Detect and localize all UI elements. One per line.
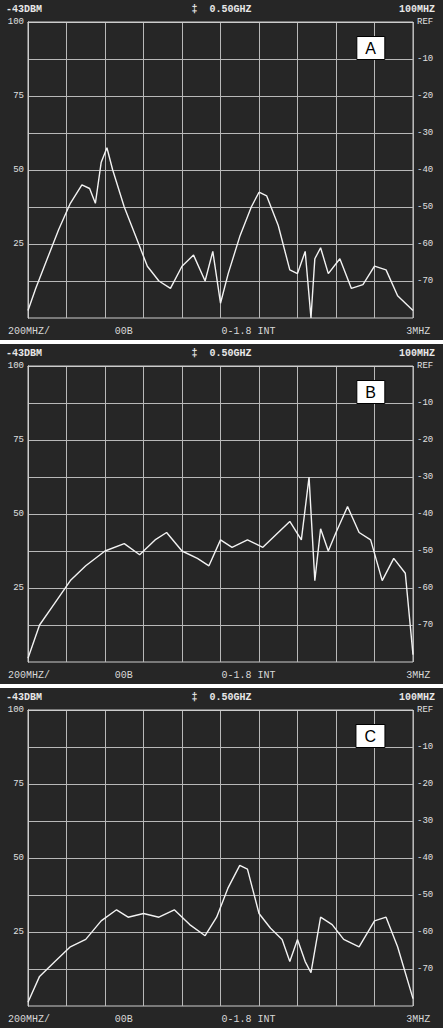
svg-text:50: 50	[13, 853, 24, 863]
svg-text:00B: 00B	[115, 1014, 133, 1025]
svg-text:-43DBM: -43DBM	[6, 692, 42, 703]
svg-text:100: 100	[8, 361, 24, 371]
svg-text:-50: -50	[417, 202, 433, 212]
svg-text:0-1.8 INT: 0-1.8 INT	[222, 1014, 276, 1025]
svg-text:200MHZ/: 200MHZ/	[8, 1014, 50, 1025]
svg-text:‡ 0.50GHZ: ‡ 0.50GHZ	[191, 348, 251, 359]
svg-text:-70: -70	[417, 276, 433, 286]
svg-text:25: 25	[13, 927, 24, 937]
svg-text:-70: -70	[417, 964, 433, 974]
svg-text:-20: -20	[417, 91, 433, 101]
svg-text:-70: -70	[417, 620, 433, 630]
svg-text:200MHZ/: 200MHZ/	[8, 670, 50, 681]
svg-text:-40: -40	[417, 509, 433, 519]
svg-text:REF: REF	[417, 705, 433, 715]
svg-text:3MHZ: 3MHZ	[406, 1014, 430, 1025]
svg-text:-43DBM: -43DBM	[6, 4, 42, 15]
svg-text:B: B	[365, 384, 376, 401]
svg-text:0-1.8 INT: 0-1.8 INT	[222, 670, 276, 681]
svg-text:0-1.8 INT: 0-1.8 INT	[222, 326, 276, 337]
svg-text:200MHZ/: 200MHZ/	[8, 326, 50, 337]
svg-text:-30: -30	[417, 816, 433, 826]
svg-text:00B: 00B	[115, 670, 133, 681]
svg-text:75: 75	[13, 779, 24, 789]
svg-text:100MHZ: 100MHZ	[399, 4, 435, 15]
svg-text:100: 100	[8, 705, 24, 715]
svg-text:-10: -10	[417, 398, 433, 408]
svg-text:50: 50	[13, 165, 24, 175]
svg-text:-50: -50	[417, 890, 433, 900]
svg-text:‡ 0.50GHZ: ‡ 0.50GHZ	[191, 692, 251, 703]
svg-text:75: 75	[13, 435, 24, 445]
svg-text:-10: -10	[417, 742, 433, 752]
svg-text:A: A	[365, 40, 376, 57]
svg-text:-60: -60	[417, 927, 433, 937]
svg-text:3MHZ: 3MHZ	[406, 670, 430, 681]
svg-text:-60: -60	[417, 239, 433, 249]
svg-text:25: 25	[13, 583, 24, 593]
svg-text:-50: -50	[417, 546, 433, 556]
svg-text:75: 75	[13, 91, 24, 101]
svg-text:100MHZ: 100MHZ	[399, 348, 435, 359]
svg-text:3MHZ: 3MHZ	[406, 326, 430, 337]
svg-text:-40: -40	[417, 165, 433, 175]
svg-text:-40: -40	[417, 853, 433, 863]
svg-text:-20: -20	[417, 779, 433, 789]
svg-text:C: C	[364, 728, 376, 745]
svg-text:-10: -10	[417, 54, 433, 64]
svg-text:REF: REF	[417, 17, 433, 27]
svg-text:-20: -20	[417, 435, 433, 445]
svg-text:100: 100	[8, 17, 24, 27]
svg-text:REF: REF	[417, 361, 433, 371]
svg-text:‡ 0.50GHZ: ‡ 0.50GHZ	[191, 4, 251, 15]
svg-text:-30: -30	[417, 128, 433, 138]
svg-text:100MHZ: 100MHZ	[399, 692, 435, 703]
svg-text:50: 50	[13, 509, 24, 519]
svg-text:00B: 00B	[115, 326, 133, 337]
svg-text:25: 25	[13, 239, 24, 249]
svg-text:-30: -30	[417, 472, 433, 482]
svg-text:-43DBM: -43DBM	[6, 348, 42, 359]
svg-text:-60: -60	[417, 583, 433, 593]
